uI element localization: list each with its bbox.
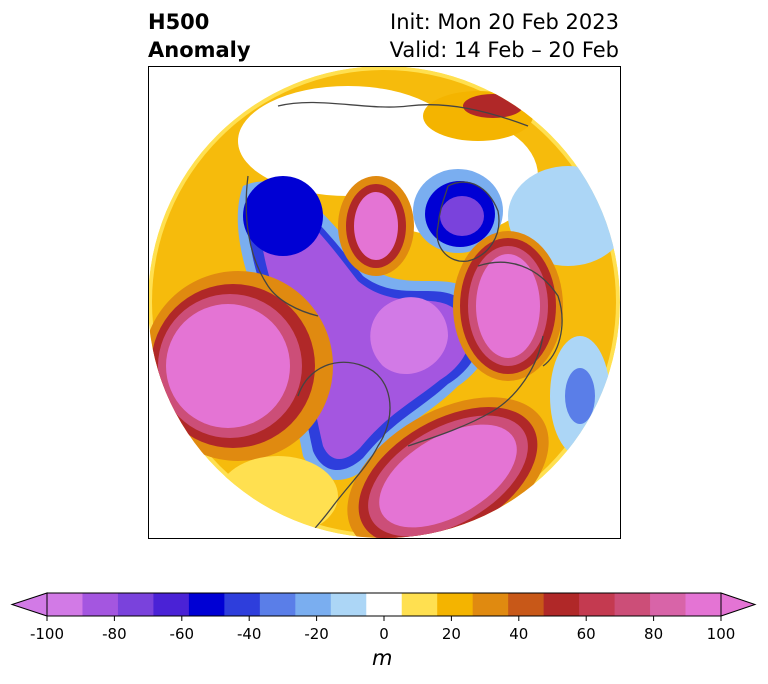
colorbar-bin [685,593,722,616]
colorbar-tick-label: 100 [707,625,736,643]
colorbar-extend-high [720,592,757,617]
colorbar-bin [259,593,296,616]
units-label: m [372,646,393,670]
colorbar-tick-label: 0 [379,625,389,643]
colorbar-bin [188,593,225,616]
init-time: Init: Mon 20 Feb 2023 [390,10,619,34]
colorbar-bin [437,593,474,616]
colorbar-bin [82,593,119,616]
map-frame [148,66,621,539]
colorbar-tick-label: -40 [237,625,262,643]
coastlines [245,101,563,538]
colorbar-bin [153,593,190,616]
colorbar-tick-label: -60 [170,625,195,643]
colorbar-bin [579,593,616,616]
colorbar: -100 -80 -60 -40 -20 0 20 40 60 80 100 [10,592,757,643]
colorbar-tick-label: 60 [577,625,596,643]
colorbar-tick-label: -100 [30,625,64,643]
colorbar-tick-label: -20 [304,625,329,643]
colorbar-tick-label: 80 [644,625,663,643]
title-line-1: H500 [148,10,210,34]
anomaly-field [148,66,620,538]
title-line-2: Anomaly [148,38,251,62]
colorbar-extend-low [10,592,48,617]
colorbar-bin [401,593,438,616]
colorbar-tick-label: 40 [509,625,528,643]
valid-period: Valid: 14 Feb – 20 Feb [389,38,619,62]
colorbar-bin [117,593,154,616]
time-info: Init: Mon 20 Feb 2023 Valid: 14 Feb – 20… [390,8,619,64]
colorbar-bin [295,593,332,616]
anomaly-map [148,66,621,539]
colorbar-bin [330,593,367,616]
colorbar-bin [614,593,651,616]
colorbar-tick-label: 20 [442,625,461,643]
colorbar-bin [508,593,545,616]
colorbar-bin [650,593,687,616]
colorbar-tick-label: -80 [102,625,127,643]
colorbar-bin [47,593,83,616]
colorbar-bin [366,593,403,616]
colorbar-bin [472,593,509,616]
chart-title: H500 Anomaly [148,8,251,64]
colorbar-bin [543,593,580,616]
colorbar-bin [224,593,261,616]
